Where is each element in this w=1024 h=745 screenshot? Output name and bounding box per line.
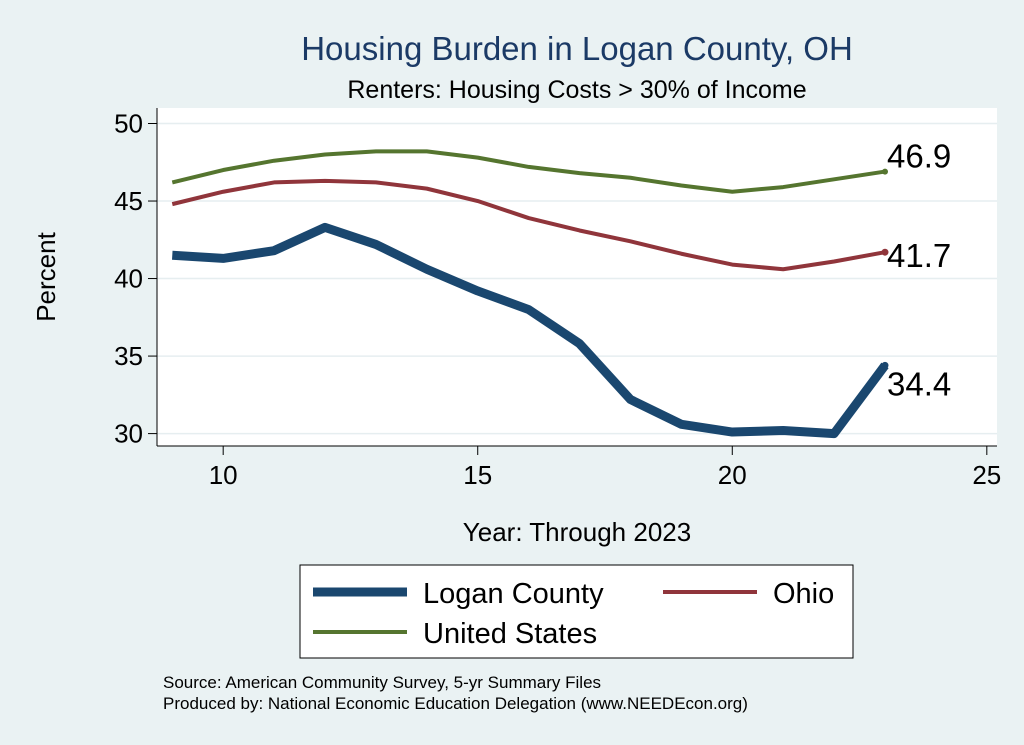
legend-label-logan-county: Logan County: [423, 578, 604, 610]
legend-label-united-states: United States: [423, 618, 597, 650]
end-label-logan-county: 34.4: [887, 365, 951, 402]
series-lines: [171, 149, 889, 439]
series-line-united-states: [171, 149, 886, 194]
x-tick-label-10: 10: [209, 460, 238, 490]
y-tick-label-45: 45: [114, 186, 143, 216]
chart-title: Housing Burden in Logan County, OH: [301, 30, 853, 67]
x-tick-label-25: 25: [972, 460, 1001, 490]
end-label-ohio: 41.7: [887, 237, 951, 274]
series-line-ohio: [171, 178, 886, 272]
gridlines: [157, 122, 997, 435]
x-axis-label: Year: Through 2023: [463, 517, 691, 547]
y-tick-label-35: 35: [114, 341, 143, 371]
y-tick-label-30: 30: [114, 419, 143, 449]
legend-box: [299, 564, 854, 659]
chart-subtitle: Renters: Housing Costs > 30% of Income: [347, 76, 806, 104]
legend: Logan County Ohio United States: [299, 564, 854, 659]
end-point-ohio: [881, 248, 889, 256]
y-tick-label-40: 40: [114, 264, 143, 294]
end-point-united-states: [882, 168, 888, 175]
produced-by-note: Produced by: National Economic Education…: [163, 694, 748, 713]
series-line-logan-county: [171, 222, 889, 439]
legend-label-ohio: Ohio: [773, 578, 834, 610]
plot-area: [157, 108, 997, 446]
source-note: Source: American Community Survey, 5-yr …: [163, 673, 601, 692]
x-tick-label-20: 20: [718, 460, 747, 490]
end-point-logan-county: [881, 361, 889, 369]
y-axis-label: Percent: [31, 231, 61, 321]
y-tick-label-50: 50: [114, 109, 143, 139]
axes: 30 35 40 45 50 10 15 20 25: [114, 108, 1001, 490]
x-tick-label-15: 15: [463, 460, 492, 490]
end-labels: 34.4 41.7 46.9: [881, 138, 951, 402]
end-label-united-states: 46.9: [887, 138, 951, 175]
